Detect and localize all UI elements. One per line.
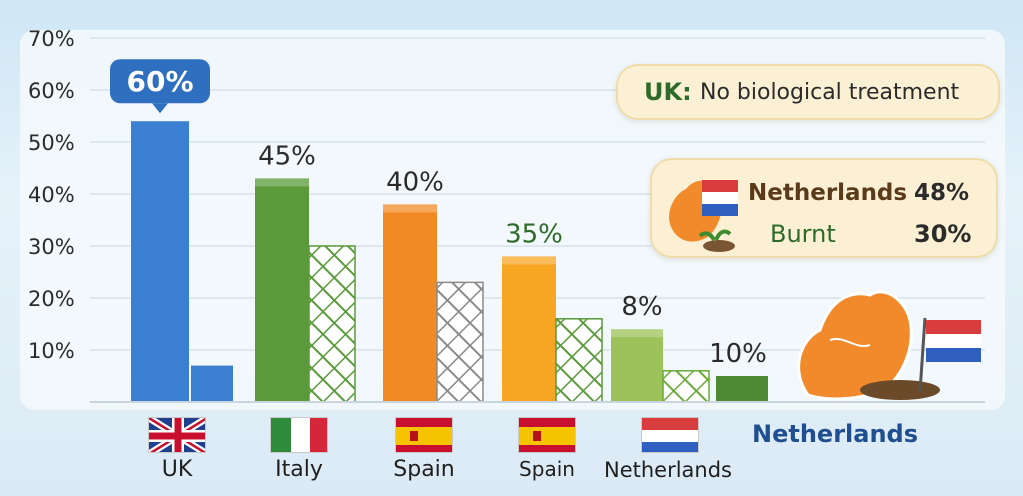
y-axis: 10% 20% 30% 40% 50% 60% 70% <box>28 27 75 363</box>
bar <box>662 370 710 403</box>
bar <box>191 365 233 402</box>
bar-labels: 60% 45% 40% 35% 8% 10% <box>110 59 767 369</box>
uk-value-badge <box>110 59 210 104</box>
uk-flag-icon <box>148 417 206 453</box>
x-label-spain-2: Spain <box>519 457 575 481</box>
y-tick-label: 60% <box>28 79 75 103</box>
bar <box>716 376 768 402</box>
x-label-spain: Spain <box>393 457 455 482</box>
bar <box>255 178 309 402</box>
italy-flag-icon <box>270 417 328 453</box>
bar-highlight <box>383 204 437 213</box>
netherlands-map-icon <box>797 290 981 401</box>
bar <box>611 329 663 402</box>
bar <box>131 121 189 402</box>
y-tick-label: 40% <box>28 183 75 207</box>
y-tick-label: 70% <box>28 27 75 51</box>
x-label-netherlands-extra: Netherlands <box>752 420 919 448</box>
y-tick-label: 20% <box>28 287 75 311</box>
bar-value-label: 35% <box>505 219 563 249</box>
bar-highlight <box>611 329 663 338</box>
bar-value-label: 10% <box>709 339 767 369</box>
nl-row2-label: Burnt <box>770 220 836 248</box>
spain-flag-icon <box>395 417 453 453</box>
x-label-uk: UK <box>161 457 193 482</box>
bars <box>131 121 768 403</box>
nl-row1-value: 48% <box>914 180 970 206</box>
bar <box>308 245 356 403</box>
bar <box>555 318 603 403</box>
nl-annotation-map-icon <box>664 174 740 258</box>
y-tick-label: 30% <box>28 235 75 259</box>
bar-value-label: 45% <box>258 141 316 171</box>
spain-flag-icon <box>518 417 576 453</box>
y-tick-label: 50% <box>28 131 75 155</box>
bar <box>502 256 556 402</box>
y-tick-label: 10% <box>28 339 75 363</box>
bar-highlight <box>255 178 309 187</box>
bar-value-label: 40% <box>386 167 444 197</box>
bar-value-label: 60% <box>126 65 193 98</box>
x-label-netherlands: Netherlands <box>603 458 732 482</box>
uk-annotation-prefix: UK: <box>644 78 692 106</box>
bar <box>383 204 437 402</box>
uk-annotation-text: No biological treatment <box>700 80 960 105</box>
nl-row2-value: 30% <box>914 220 972 248</box>
netherlands-flag-icon <box>641 417 699 453</box>
bar-highlight <box>502 256 556 265</box>
bar <box>436 281 484 403</box>
uk-annotation: UK: No biological treatment <box>616 64 1000 120</box>
nl-row1-label: Netherlands <box>748 180 908 206</box>
netherlands-annotation: Netherlands 48% Burnt 30% <box>650 158 998 258</box>
bar-value-label: 8% <box>621 292 662 322</box>
uk-value-badge-pointer <box>152 103 168 114</box>
x-label-italy: Italy <box>275 457 323 482</box>
